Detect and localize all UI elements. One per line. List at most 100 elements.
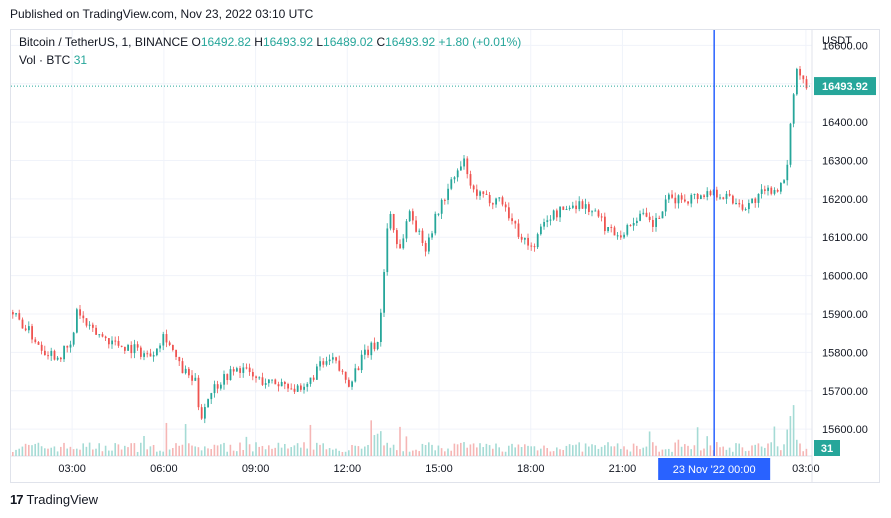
volume-bar: [200, 450, 203, 456]
candle-body: [572, 205, 574, 208]
currency-label[interactable]: USDT: [822, 35, 852, 47]
candle-body: [268, 379, 270, 384]
volume-bar: [415, 449, 417, 456]
candle-body: [623, 234, 625, 238]
candle-body: [47, 355, 49, 357]
candle-body: [604, 216, 606, 232]
candle-body: [610, 226, 613, 228]
candle-body: [626, 225, 629, 235]
volume-bar: [568, 444, 571, 456]
volume-bar: [741, 447, 744, 456]
candle-body: [706, 191, 709, 198]
candle-body: [716, 189, 718, 198]
candle-body: [658, 217, 661, 219]
volume-bar: [520, 447, 523, 456]
open-label: O: [191, 35, 201, 49]
volume-bar: [152, 444, 155, 456]
footer-brand[interactable]: 17 TradingView: [10, 492, 98, 507]
candle-body: [40, 344, 43, 351]
x-tick-label: 18:00: [517, 463, 545, 475]
candle-body: [780, 182, 782, 192]
volume-bar: [661, 449, 664, 456]
volume-bar: [335, 448, 337, 456]
volume-bar: [79, 449, 81, 456]
volume-bar: [594, 445, 596, 456]
candle-body: [24, 328, 27, 331]
volume-bar: [789, 416, 792, 456]
volume-bar: [338, 450, 340, 456]
candle-body: [181, 361, 184, 374]
symbol-label[interactable]: Bitcoin / TetherUS, 1, BINANCE: [19, 35, 189, 49]
volume-bar: [639, 449, 641, 456]
volume-bar: [88, 442, 91, 456]
candle-body: [172, 345, 174, 350]
volume-bar: [482, 447, 484, 456]
candle-body: [600, 216, 603, 218]
volume-bar: [248, 444, 251, 456]
volume-bar: [69, 446, 72, 456]
volume-bar: [575, 444, 577, 456]
candle-body: [783, 180, 785, 183]
ohlc-legend: Bitcoin / TetherUS, 1, BINANCE O16492.82…: [19, 35, 521, 49]
volume-bar: [786, 429, 788, 456]
volume-bar: [28, 444, 30, 456]
volume-bar: [108, 450, 110, 456]
crosshair-time-badge: [658, 458, 771, 480]
candle-body: [383, 272, 385, 313]
candle-body: [296, 385, 299, 392]
volume-bar: [18, 448, 20, 456]
volume-bar: [444, 451, 446, 456]
candle-body: [344, 371, 347, 380]
volume-bar: [680, 446, 683, 456]
candle-body: [607, 226, 609, 232]
volume-bar: [760, 446, 763, 456]
candle-body: [684, 199, 686, 202]
volume-bar: [354, 445, 356, 456]
volume-bar: [645, 446, 648, 456]
candle-body: [796, 68, 798, 95]
candle-body: [143, 353, 145, 357]
candle-body: [485, 193, 488, 195]
candle-body: [50, 350, 53, 356]
volume-bar: [466, 447, 468, 456]
brand-name: TradingView: [26, 492, 99, 507]
candle-body: [642, 212, 645, 214]
volume-bar: [450, 450, 452, 456]
volume-bar: [168, 449, 171, 456]
candle-body: [488, 194, 491, 204]
volume-bar: [376, 433, 379, 456]
volume-bar: [440, 448, 443, 456]
candle-body: [588, 204, 590, 212]
volume-bar: [421, 443, 424, 456]
candle-body: [661, 211, 664, 219]
volume-bar: [165, 422, 168, 456]
candle-body: [799, 68, 801, 76]
candle-body: [60, 357, 62, 360]
volume-bar: [360, 448, 363, 456]
candle-body: [245, 367, 248, 369]
x-tick-label: 12:00: [334, 463, 362, 475]
chart-frame: [10, 29, 880, 483]
volume-bar: [460, 442, 462, 456]
candle-body: [316, 366, 318, 380]
candle-body: [696, 193, 699, 200]
candle-body: [306, 383, 309, 387]
candle-body: [18, 313, 21, 320]
tradingview-logo-icon: 17: [10, 492, 24, 507]
volume-bar: [626, 449, 628, 456]
volume-label[interactable]: Vol · BTC: [19, 53, 71, 67]
candle-body: [108, 338, 110, 345]
volume-bar: [319, 444, 321, 456]
volume-bar: [181, 444, 184, 456]
volume-bar: [495, 443, 497, 456]
volume-bar: [386, 442, 388, 456]
candle-body: [773, 189, 776, 194]
volume-bar: [498, 447, 500, 456]
candle-body: [300, 385, 302, 390]
high-label: H: [254, 35, 263, 49]
candle-body: [440, 199, 443, 214]
volume-bar: [453, 443, 456, 456]
volume-bar: [620, 448, 622, 456]
volume-bar: [245, 436, 248, 456]
